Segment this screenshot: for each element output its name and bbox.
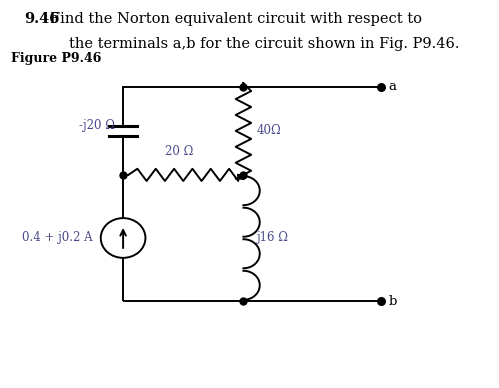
Text: b: b (389, 294, 397, 308)
Text: a: a (389, 80, 397, 94)
Text: -j20 Ω: -j20 Ω (79, 119, 115, 132)
Text: the terminals a,b for the circuit shown in Fig. P9.46.: the terminals a,b for the circuit shown … (69, 37, 460, 51)
Text: 20 Ω: 20 Ω (165, 145, 193, 158)
Text: Find the Norton equivalent circuit with respect to: Find the Norton equivalent circuit with … (50, 12, 422, 26)
Text: j16 Ω: j16 Ω (256, 232, 288, 244)
Text: 0.4 + j0.2 A: 0.4 + j0.2 A (22, 232, 93, 244)
Text: 40Ω: 40Ω (256, 125, 281, 137)
Text: Figure P9.46: Figure P9.46 (11, 52, 102, 66)
Text: 9.46: 9.46 (24, 12, 60, 26)
